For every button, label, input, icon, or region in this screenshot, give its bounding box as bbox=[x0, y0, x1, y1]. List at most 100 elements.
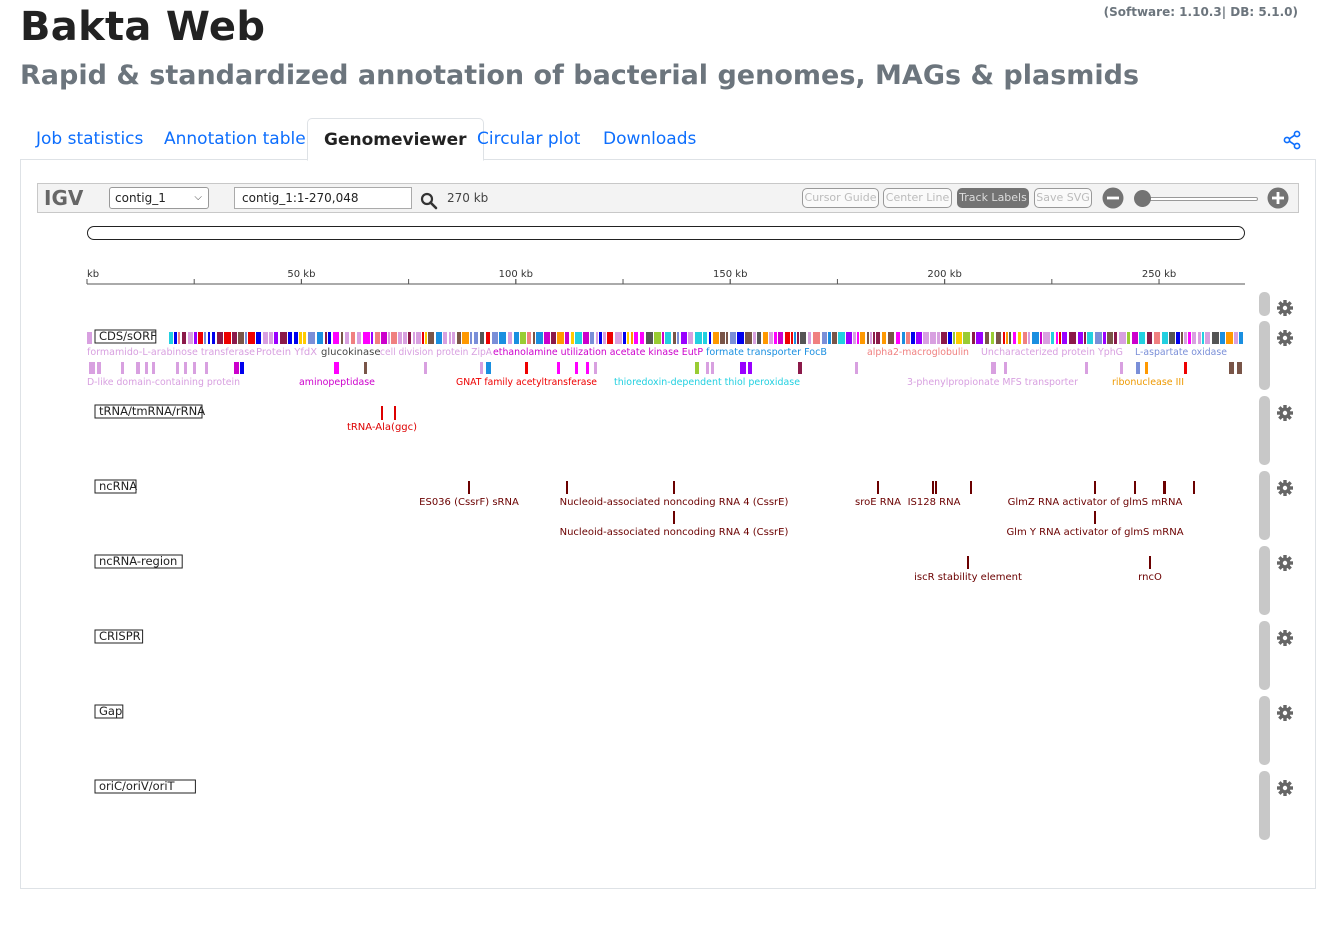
cds-feature[interactable] bbox=[1043, 332, 1050, 344]
cds-feature[interactable] bbox=[911, 332, 915, 344]
cds-feature[interactable] bbox=[1176, 332, 1180, 344]
cds-feature[interactable] bbox=[274, 332, 278, 344]
cds-feature[interactable] bbox=[930, 332, 936, 344]
gear-icon[interactable] bbox=[1277, 330, 1293, 346]
cds-feature[interactable] bbox=[748, 362, 752, 374]
cds-feature[interactable] bbox=[357, 332, 361, 344]
track-name-label[interactable]: Gap bbox=[94, 704, 124, 719]
cds-feature[interactable] bbox=[774, 332, 777, 344]
gear-icon[interactable] bbox=[1277, 630, 1293, 646]
feature-mark[interactable] bbox=[394, 406, 396, 420]
cds-feature[interactable] bbox=[1132, 332, 1138, 344]
cds-feature[interactable] bbox=[1095, 332, 1102, 344]
cds-feature[interactable] bbox=[121, 362, 124, 374]
cds-feature[interactable] bbox=[232, 332, 237, 344]
cds-feature[interactable] bbox=[623, 332, 626, 344]
cds-feature[interactable] bbox=[857, 332, 859, 344]
cds-feature[interactable] bbox=[178, 332, 180, 344]
cds-feature[interactable] bbox=[828, 332, 831, 344]
cds-feature[interactable] bbox=[607, 332, 613, 344]
cds-feature[interactable] bbox=[234, 362, 239, 374]
cds-feature[interactable] bbox=[1136, 362, 1140, 374]
cds-feature[interactable] bbox=[763, 332, 768, 344]
cds-feature[interactable] bbox=[706, 362, 709, 374]
tab-circular-plot[interactable]: Circular plot bbox=[477, 129, 581, 149]
cds-feature[interactable] bbox=[152, 362, 155, 374]
cds-feature[interactable] bbox=[631, 332, 633, 344]
cds-feature[interactable] bbox=[1239, 332, 1243, 344]
cds-feature[interactable] bbox=[1188, 332, 1191, 344]
cds-feature[interactable] bbox=[1087, 332, 1093, 344]
cds-feature[interactable] bbox=[985, 332, 989, 344]
cds-feature[interactable] bbox=[193, 362, 196, 374]
cursor-guide-button[interactable]: Cursor Guide bbox=[802, 188, 879, 208]
cds-feature[interactable] bbox=[1234, 332, 1238, 344]
cds-feature[interactable] bbox=[364, 362, 367, 374]
cds-feature[interactable] bbox=[596, 332, 598, 344]
cds-feature[interactable] bbox=[594, 362, 597, 374]
cds-feature[interactable] bbox=[240, 362, 244, 374]
cds-feature[interactable] bbox=[136, 362, 140, 374]
cds-feature[interactable] bbox=[436, 332, 442, 344]
cds-feature[interactable] bbox=[976, 332, 983, 344]
track-name-label[interactable]: oriC/oriV/oriT bbox=[94, 779, 196, 794]
cds-feature[interactable] bbox=[575, 362, 578, 374]
cds-feature[interactable] bbox=[778, 332, 783, 344]
feature-mark[interactable] bbox=[935, 481, 937, 494]
gear-icon[interactable] bbox=[1277, 705, 1293, 721]
tab-downloads[interactable]: Downloads bbox=[603, 129, 697, 149]
feature-mark[interactable] bbox=[566, 481, 568, 494]
ruler[interactable]: kb 50 kb 100 kb 150 kb 200 kb 250 kb bbox=[86, 269, 1245, 285]
cds-feature[interactable] bbox=[1212, 332, 1219, 344]
search-icon[interactable] bbox=[420, 192, 438, 210]
cds-feature[interactable] bbox=[416, 332, 421, 344]
cds-feature[interactable] bbox=[800, 332, 806, 344]
cds-feature[interactable] bbox=[1229, 362, 1234, 374]
cds-feature[interactable] bbox=[212, 332, 215, 344]
cds-feature[interactable] bbox=[1062, 332, 1067, 344]
cds-feature[interactable] bbox=[544, 332, 550, 344]
cds-feature[interactable] bbox=[709, 332, 711, 344]
cds-feature[interactable] bbox=[514, 332, 519, 344]
cds-feature[interactable] bbox=[603, 332, 606, 344]
cds-feature[interactable] bbox=[176, 362, 179, 374]
trna-features[interactable]: tRNA-Ala(ggc) bbox=[347, 406, 417, 433]
cds-feature[interactable] bbox=[745, 332, 752, 344]
feature-mark[interactable] bbox=[673, 511, 675, 524]
cds-feature[interactable] bbox=[941, 332, 947, 344]
cds-feature[interactable] bbox=[238, 332, 244, 344]
cds-feature[interactable] bbox=[695, 332, 702, 344]
cds-feature[interactable] bbox=[923, 332, 929, 344]
cds-feature[interactable] bbox=[508, 332, 512, 344]
tab-genomeviewer[interactable]: Genomeviewer bbox=[307, 118, 484, 161]
cds-feature[interactable] bbox=[1184, 362, 1187, 374]
cds-feature[interactable] bbox=[245, 332, 247, 344]
cds-feature[interactable] bbox=[963, 332, 970, 344]
cds-feature[interactable] bbox=[269, 332, 273, 344]
track-drag-handle[interactable] bbox=[1259, 321, 1270, 390]
gear-icon[interactable] bbox=[1277, 300, 1293, 316]
cds-feature[interactable] bbox=[870, 332, 872, 344]
cds-feature[interactable] bbox=[184, 362, 187, 374]
cds-feature[interactable] bbox=[425, 332, 427, 344]
cds-feature[interactable] bbox=[695, 362, 699, 374]
cds-feature[interactable] bbox=[972, 332, 975, 344]
gear-icon[interactable] bbox=[1277, 780, 1293, 796]
cds-feature[interactable] bbox=[1056, 332, 1058, 344]
feature-mark[interactable] bbox=[468, 481, 470, 494]
cds-feature[interactable] bbox=[536, 332, 543, 344]
cds-feature[interactable] bbox=[217, 332, 223, 344]
cds-feature[interactable] bbox=[1169, 332, 1175, 344]
cds-feature[interactable] bbox=[860, 332, 865, 344]
zoom-out-icon[interactable] bbox=[1102, 187, 1124, 209]
cds-feature[interactable] bbox=[740, 362, 746, 374]
chromosome-ideogram[interactable] bbox=[87, 226, 1245, 240]
cds-feature[interactable] bbox=[1237, 362, 1242, 374]
track-drag-handle[interactable] bbox=[1259, 546, 1270, 615]
locus-input[interactable] bbox=[234, 187, 412, 209]
cds-feature[interactable] bbox=[351, 332, 355, 344]
feature-mark[interactable] bbox=[932, 481, 934, 494]
cds-feature[interactable] bbox=[873, 332, 875, 344]
cds-feature[interactable] bbox=[797, 332, 799, 344]
cds-feature[interactable] bbox=[334, 362, 339, 374]
